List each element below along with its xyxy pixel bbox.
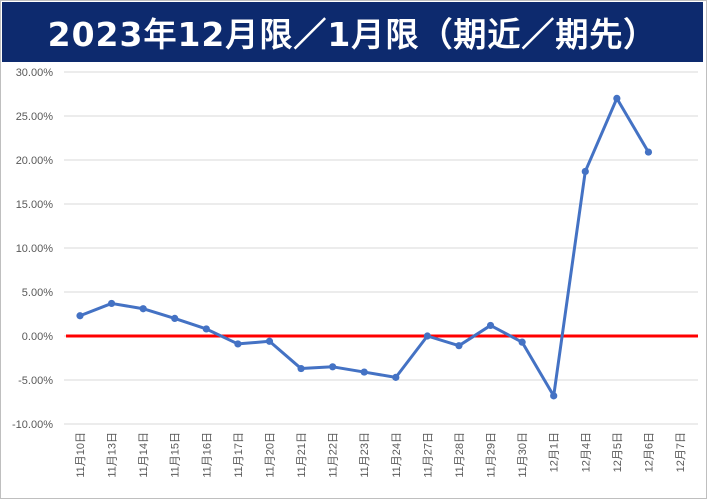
x-tick-label: 11月21日 bbox=[296, 432, 308, 478]
data-point bbox=[139, 305, 147, 313]
data-point bbox=[550, 392, 558, 400]
x-tick-label: 11月23日 bbox=[359, 432, 371, 478]
x-tick-label: 11月30日 bbox=[517, 432, 529, 478]
x-tick-label: 12月7日 bbox=[675, 432, 687, 472]
x-tick-label: 11月28日 bbox=[454, 432, 466, 478]
data-point bbox=[644, 148, 653, 156]
x-tick-label: 11月29日 bbox=[486, 432, 498, 478]
x-tick-label: 11月14日 bbox=[138, 432, 150, 478]
y-tick-label: 0.00% bbox=[22, 331, 53, 343]
y-tick-label: 10.00% bbox=[16, 243, 54, 255]
title-banner: 2023年12月限／1月限（期近／期先） bbox=[2, 2, 703, 62]
data-point bbox=[265, 337, 274, 345]
data-point bbox=[486, 321, 495, 330]
data-point bbox=[360, 368, 368, 376]
data-point bbox=[171, 314, 179, 322]
y-tick-label: 5.00% bbox=[22, 287, 53, 299]
data-point bbox=[234, 340, 242, 348]
x-tick-label: 12月4日 bbox=[580, 432, 592, 472]
x-tick-label: 12月5日 bbox=[612, 432, 624, 472]
x-tick-label: 11月13日 bbox=[107, 432, 119, 478]
data-point bbox=[455, 342, 463, 350]
x-tick-label: 11月20日 bbox=[264, 432, 276, 478]
y-tick-label: 25.00% bbox=[16, 111, 54, 123]
x-tick-label: 11月15日 bbox=[170, 432, 182, 478]
x-tick-label: 11月10日 bbox=[75, 432, 87, 478]
data-point bbox=[518, 338, 526, 346]
data-point bbox=[423, 332, 431, 340]
x-axis-labels: 11月10日 11月13日 11月14日 11月15日 11月16日 11月17日 11月2… bbox=[75, 432, 687, 478]
chart-title: 2023年12月限／1月限（期近／期先） bbox=[47, 15, 658, 54]
x-tick-label: 11月22日 bbox=[328, 432, 340, 478]
y-tick-label: -5.00% bbox=[18, 375, 53, 387]
data-point bbox=[581, 167, 589, 176]
data-point bbox=[329, 363, 337, 371]
x-tick-label: 12月6日 bbox=[643, 432, 655, 472]
data-point bbox=[202, 325, 210, 333]
data-point bbox=[76, 312, 84, 320]
series-group bbox=[76, 94, 653, 400]
y-tick-label: 30.00% bbox=[16, 67, 54, 79]
x-tick-label: 11月24日 bbox=[391, 432, 403, 478]
data-point bbox=[297, 364, 305, 373]
x-tick-label: 11月27日 bbox=[422, 432, 434, 478]
series-line bbox=[79, 96, 650, 398]
data-point bbox=[107, 299, 116, 308]
data-point bbox=[392, 373, 400, 381]
x-tick-label: 11月17日 bbox=[233, 432, 245, 478]
y-tick-label: 20.00% bbox=[16, 155, 54, 167]
y-axis-labels: 30.00% 25.00% 20.00% 15.00% 10.00% 5.00% 0.00%… bbox=[12, 67, 53, 431]
y-tick-label: -10.00% bbox=[12, 419, 53, 431]
y-tick-label: 15.00% bbox=[16, 199, 54, 211]
x-tick-label: 11月16日 bbox=[201, 432, 213, 478]
gridlines bbox=[64, 71, 698, 425]
data-point bbox=[613, 94, 621, 102]
x-tick-label: 12月1日 bbox=[549, 432, 561, 472]
